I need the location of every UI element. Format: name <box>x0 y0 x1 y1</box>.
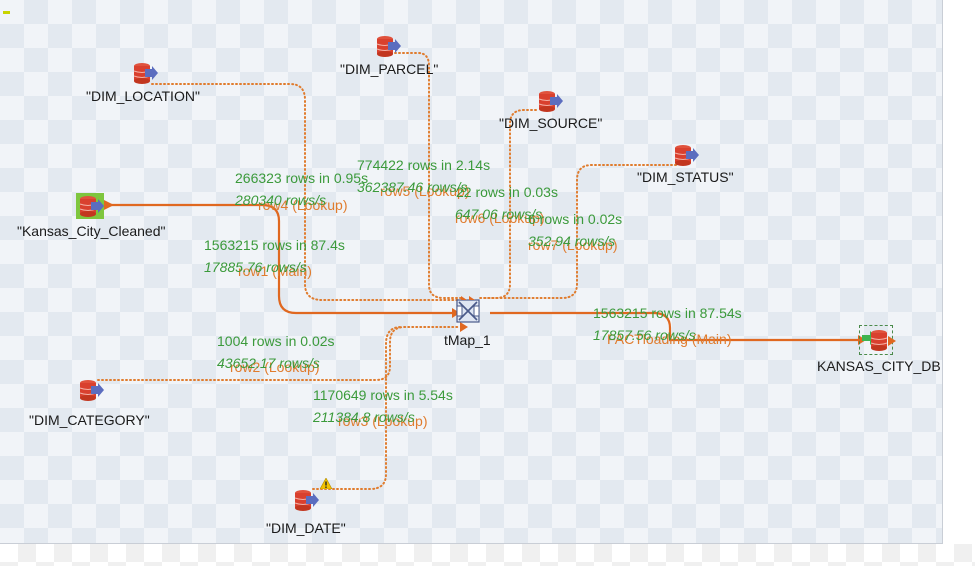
link-row5-label[interactable]: row5 (Lookup) <box>380 183 470 199</box>
link-factloading-rate: 17857.56 rows/s <box>593 327 696 343</box>
database-icon[interactable] <box>293 488 319 514</box>
link-row7-rows: 6 rows in 0.02s <box>528 211 623 227</box>
link-row2-label[interactable]: row2 (Lookup) <box>230 359 320 375</box>
warning-icon[interactable] <box>320 478 332 489</box>
link-row2-rows: 1004 rows in 0.02s <box>217 333 335 349</box>
job-design-canvas[interactable] <box>0 0 943 544</box>
node-dim-source[interactable]: "DIM_SOURCE" <box>499 115 603 131</box>
node-kansas-city-cleaned[interactable]: "Kansas_City_Cleaned" <box>17 223 166 239</box>
database-output-icon[interactable] <box>862 327 896 355</box>
link-row1-label[interactable]: row1 (Main) <box>238 263 312 279</box>
canvas-marker <box>3 11 10 14</box>
link-row6-rate: 647.06 rows/s <box>455 206 543 222</box>
link-row5-rows: 774422 rows in 2.14s <box>357 157 491 173</box>
link-row7-label[interactable]: row7 (Lookup) <box>528 237 618 253</box>
node-dim-category[interactable]: "DIM_CATEGORY" <box>29 412 150 428</box>
link-row4-label[interactable]: row4 (Lookup) <box>258 197 348 213</box>
node-dim-location[interactable]: "DIM_LOCATION" <box>86 88 200 104</box>
database-icon[interactable] <box>375 34 401 60</box>
node-tmap[interactable]: tMap_1 <box>444 332 491 348</box>
link-row7[interactable] <box>481 164 677 299</box>
link-row5-rate: 362387.46 rows/s <box>357 179 468 195</box>
arrow-row1 <box>452 308 460 318</box>
link-row4-rate: 280340 rows/s <box>235 192 327 208</box>
link-row2-rate: 43652.17 rows/s <box>217 355 320 371</box>
output-connector-icon[interactable] <box>104 200 114 210</box>
link-row2[interactable] <box>97 326 461 381</box>
node-dim-parcel[interactable]: "DIM_PARCEL" <box>340 61 439 77</box>
link-row1[interactable] <box>110 203 452 315</box>
node-dim-date[interactable]: "DIM_DATE" <box>266 520 346 536</box>
link-row4-rows: 266323 rows in 0.95s <box>235 170 369 186</box>
link-row4[interactable] <box>151 83 459 301</box>
link-row6[interactable] <box>477 109 537 299</box>
link-row1-rows: 1563215 rows in 87.4s <box>204 237 345 253</box>
link-factloading-rows: 1563215 rows in 87.54s <box>593 305 742 321</box>
right-gutter <box>943 0 975 544</box>
arrow-row2 <box>460 322 468 332</box>
link-factloading-label[interactable]: FACTloading (Main) <box>607 331 732 347</box>
database-icon[interactable] <box>537 89 563 115</box>
link-factloading[interactable] <box>490 311 860 342</box>
link-row3-rows: 1170649 rows in 5.54s <box>313 387 453 403</box>
link-row7-rate: 352.94 rows/s <box>528 233 616 249</box>
link-row6-label[interactable]: row6 (Lookup) <box>455 210 545 226</box>
link-row6-rows: 22 rows in 0.03s <box>456 184 558 200</box>
link-row3-label[interactable]: row3 (Lookup) <box>338 413 428 429</box>
link-row3[interactable] <box>312 326 402 490</box>
node-dim-status[interactable]: "DIM_STATUS" <box>637 169 734 185</box>
database-icon[interactable] <box>132 61 158 87</box>
database-icon[interactable] <box>673 143 699 169</box>
database-icon[interactable] <box>78 194 104 220</box>
link-row1-rate: 17885.76 rows/s <box>204 259 307 275</box>
canvas-footer <box>0 544 975 566</box>
node-kansas-city-db[interactable]: KANSAS_CITY_DB <box>817 358 941 374</box>
link-row5[interactable] <box>394 52 463 299</box>
link-row3-rate: 211384.8 rows/s <box>313 409 415 425</box>
database-icon[interactable] <box>78 378 104 404</box>
tmap-icon[interactable] <box>455 296 485 326</box>
